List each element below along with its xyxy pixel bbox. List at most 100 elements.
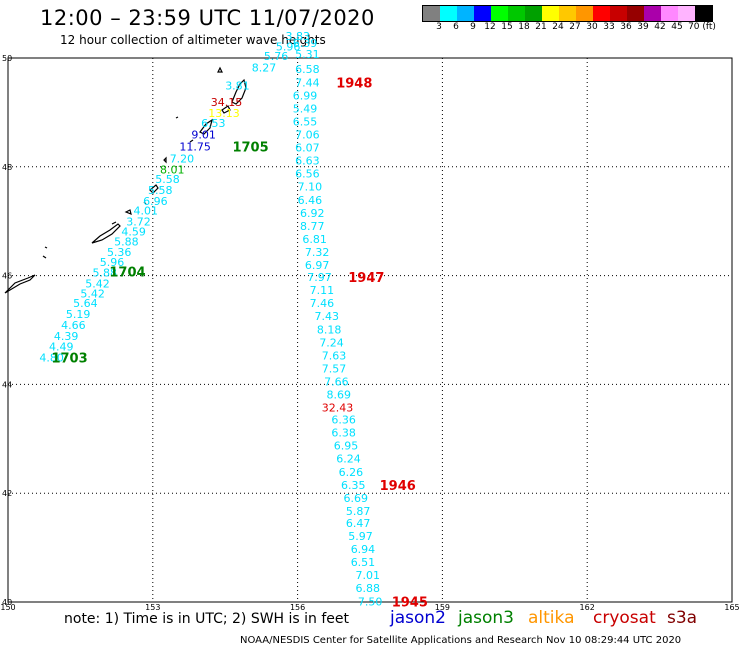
- wave-height-value: 6.53: [201, 117, 226, 130]
- wave-height-value: 7.46: [310, 297, 335, 310]
- wave-height-value: 7.01: [356, 569, 381, 582]
- island-shape: [42, 255, 47, 259]
- color-scale-label: 18: [518, 22, 530, 32]
- wave-height-value: 5.58: [148, 184, 173, 197]
- wave-height-value: 9.01: [191, 129, 216, 142]
- wave-height-value: 4.49: [49, 341, 74, 354]
- wave-height-value: 5.64: [73, 297, 98, 310]
- island-shape: [143, 201, 147, 205]
- color-swatch: [491, 6, 508, 21]
- x-tick-label: 162: [580, 603, 595, 612]
- wave-height-value: 6.63: [295, 155, 320, 168]
- wave-height-value: 5.97: [348, 530, 373, 543]
- wave-height-value: 7.57: [322, 362, 347, 375]
- wave-height-value: 6.51: [351, 556, 376, 569]
- island-shape: [175, 116, 179, 119]
- color-scale-label: 27: [569, 22, 581, 32]
- x-tick-label: 156: [290, 603, 305, 612]
- wave-height-value: 6.36: [331, 414, 356, 427]
- mission-label-cryosat: cryosat: [593, 608, 656, 628]
- page-title: 12:00 – 23:59 UTC 11/07/2020: [40, 6, 375, 30]
- color-swatch: [542, 6, 559, 21]
- y-tick-label: 48: [2, 163, 12, 172]
- island-shape: [163, 156, 167, 164]
- color-scale-label: 12: [484, 22, 496, 32]
- wave-height-value: 7.66: [324, 375, 349, 388]
- island-shape: [4, 274, 36, 294]
- color-swatch: [576, 6, 593, 21]
- wave-height-value: 6.97: [305, 259, 330, 272]
- color-swatch: [644, 6, 661, 21]
- wave-height-value: 6.07: [295, 142, 320, 155]
- wave-height-value: 5.36: [107, 246, 131, 259]
- wave-height-value: 6.94: [351, 543, 376, 556]
- wave-height-value: 5.42: [80, 287, 105, 300]
- color-scale-label: 9: [470, 22, 476, 32]
- wave-height-value: 3.72: [126, 216, 150, 229]
- wave-height-value: 5.19: [66, 308, 91, 321]
- coastline-kuril-islands: [4, 66, 247, 294]
- island-shape: [149, 184, 159, 194]
- wave-height-value: 4.01: [133, 205, 158, 218]
- time-label: 1948: [336, 76, 372, 91]
- color-scale-label: 36: [620, 22, 632, 32]
- wave-height-value: 6.99: [293, 89, 318, 102]
- mission-label-jason2: jason2: [390, 608, 446, 628]
- x-tick-label: 150: [0, 603, 15, 612]
- wave-height-value: 5.58: [155, 173, 180, 186]
- wave-height-value: 34.15: [211, 96, 243, 109]
- track-track-1: 4.804.494.394.665.195.645.425.425.885.96…: [39, 30, 317, 367]
- time-label: 1946: [380, 479, 416, 494]
- wave-height-value: 8.27: [252, 62, 277, 75]
- island-shape: [124, 209, 132, 215]
- wave-height-value: 8.77: [300, 220, 325, 233]
- wave-height-value: 6.35: [341, 479, 366, 492]
- color-scale-label: 6: [453, 22, 459, 32]
- x-tick-label: 165: [724, 603, 739, 612]
- satellite-tracks: 4.804.494.394.665.195.645.425.425.885.96…: [39, 30, 428, 610]
- color-scale-label: 21: [535, 22, 547, 32]
- wave-height-value: 4.59: [121, 225, 146, 238]
- footer-note: note: 1) Time is in UTC; 2) SWH is in fe…: [64, 611, 350, 627]
- wave-height-value: 6.58: [295, 63, 320, 76]
- color-scale-bar: [422, 5, 713, 22]
- mission-label-s3a: s3a: [667, 608, 698, 628]
- wave-height-value: 6.55: [293, 115, 318, 128]
- wave-height-value: 6.81: [302, 233, 327, 246]
- wave-height-value: 6.92: [300, 207, 325, 220]
- wave-height-value: 7.50: [358, 595, 383, 608]
- island-shape: [189, 139, 194, 143]
- mission-label-jason3: jason3: [458, 608, 514, 628]
- y-tick-label: 40: [2, 598, 12, 607]
- island-shape: [221, 105, 231, 114]
- color-swatch: [593, 6, 610, 21]
- wave-height-value: 7.43: [314, 310, 339, 323]
- wave-height-value: 8.01: [160, 163, 185, 176]
- wave-height-value: 6.56: [295, 168, 320, 181]
- island-shape: [44, 246, 48, 249]
- axis-tick-labels: 150 153 156 159 162 165 50 48 46 44 42 40: [0, 54, 739, 612]
- color-swatch: [440, 6, 457, 21]
- color-swatch: [610, 6, 627, 21]
- island-shape: [231, 78, 247, 105]
- color-swatch: [423, 6, 440, 21]
- wave-height-value: 5.88: [92, 267, 117, 280]
- wave-height-value: 5.88: [114, 236, 139, 249]
- color-swatch: [661, 6, 678, 21]
- color-swatch: [525, 6, 542, 21]
- wave-height-value: 4.66: [61, 319, 86, 332]
- wave-height-value: 7.20: [170, 152, 195, 165]
- color-swatch: [508, 6, 525, 21]
- wave-height-value: 6.96: [143, 195, 168, 208]
- y-tick-label: 46: [2, 272, 12, 281]
- y-tick-label: 44: [2, 380, 12, 389]
- wave-height-value: 6.38: [331, 427, 356, 440]
- wave-height-value: 7.06: [295, 129, 320, 142]
- plot-frame: [7, 57, 733, 603]
- color-scale-label: 24: [552, 22, 564, 32]
- wave-height-value: 7.24: [319, 336, 344, 349]
- wave-height-value: 6.39: [293, 37, 318, 50]
- mission-label-altika: altika: [528, 608, 575, 628]
- wave-height-value: 4.39: [54, 330, 79, 343]
